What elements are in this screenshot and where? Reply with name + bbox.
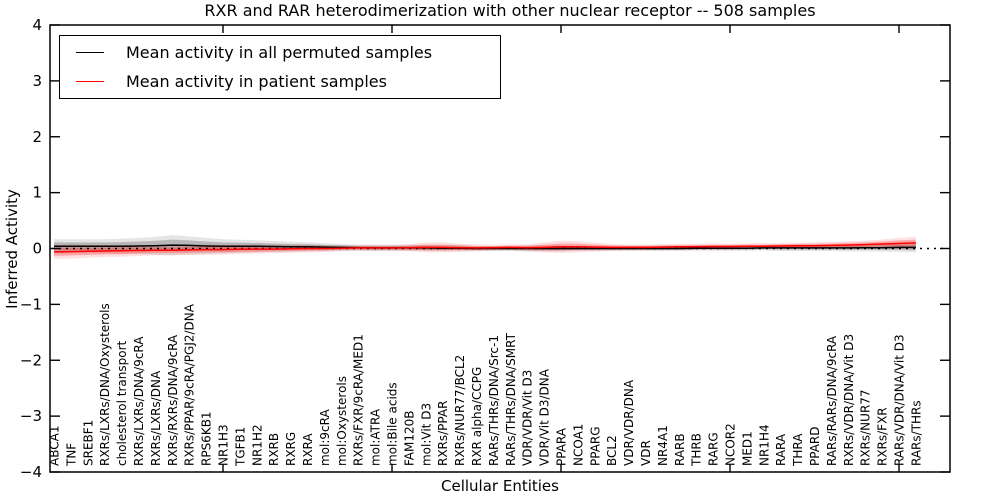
x-tick-label: THRA <box>791 433 805 467</box>
x-tick-label: VDR <box>639 440 653 466</box>
legend-label-permuted: Mean activity in all permuted samples <box>126 43 433 62</box>
legend-item-patient: Mean activity in patient samples <box>60 67 500 96</box>
x-tick-label: RARs/THRs/DNA/Src-1 <box>487 335 501 466</box>
x-tick-label: RXRG <box>284 432 298 466</box>
x-tick-label: RXRs/VDR/DNA/Vit D3 <box>842 334 856 466</box>
x-tick-label: RARs/RARs/DNA/9cRA <box>825 335 839 466</box>
permuted-line-swatch <box>76 52 104 53</box>
y-tick-label: 3 <box>32 72 42 90</box>
patient-line-swatch <box>76 81 104 82</box>
x-tick-label: MED1 <box>740 431 754 466</box>
x-tick-label: FAM120B <box>402 411 416 467</box>
y-tick-label: 0 <box>32 240 42 258</box>
x-tick-label: RXRs/NUR77/BCL2 <box>453 355 467 466</box>
x-tick-label: RXRs/FXR <box>876 407 890 466</box>
x-tick-label: cholesterol transport <box>115 340 129 466</box>
x-tick-label: PPARG <box>588 426 602 466</box>
permuted-band <box>54 235 916 256</box>
x-tick-label: RARs/VDR/DNA/Vit D3 <box>893 334 907 466</box>
x-axis-label: Cellular Entities <box>441 477 559 495</box>
x-tick-label: mol:ATRA <box>369 408 383 466</box>
x-tick-label: mol:9cRA <box>318 409 332 466</box>
x-tick-label: mol:Oxysterols <box>335 376 349 466</box>
legend-item-permuted: Mean activity in all permuted samples <box>60 38 500 67</box>
y-tick-label: 2 <box>32 128 42 146</box>
x-tick-label: ABCA1 <box>48 426 62 466</box>
x-tick-label: NR1H4 <box>757 424 771 466</box>
x-tick-label: RARs/THRs/DNA/SMRT <box>504 332 518 466</box>
legend-label-patient: Mean activity in patient samples <box>126 72 387 91</box>
x-tick-label: mol:Vit D3 <box>419 403 433 466</box>
x-tick-label: mol:Bile acids <box>386 382 400 466</box>
x-tick-label: VDR/VDR/DNA <box>622 379 636 466</box>
x-tick-label: RXRs/LXRs/DNA/Oxysterols <box>98 303 112 466</box>
y-axis-label: Inferred Activity <box>3 189 21 309</box>
y-tick-label: −2 <box>20 351 42 369</box>
x-tick-label: RXRs/FXR/9cRA/MED1 <box>352 334 366 466</box>
x-tick-label: NCOA1 <box>571 424 585 466</box>
x-tick-label: VDR/Vit D3/DNA <box>538 368 552 466</box>
x-tick-label: TNF <box>64 443 78 467</box>
x-tick-label: RARs/THRs <box>909 400 923 466</box>
x-tick-label: NR1H3 <box>217 424 231 466</box>
x-tick-label: RXR alpha/CCPG <box>470 367 484 466</box>
x-tick-label: RXRs/RXRs/DNA/9cRA <box>166 334 180 466</box>
x-tick-label: RARG <box>707 432 721 466</box>
x-tick-label: BCL2 <box>605 435 619 466</box>
x-tick-label: NR4A1 <box>656 425 670 466</box>
patient-mean-line <box>53 242 916 253</box>
legend: Mean activity in all permuted samples Me… <box>59 35 501 99</box>
y-tick-label: −1 <box>20 295 42 313</box>
y-tick-label: 1 <box>32 184 42 202</box>
x-tick-label: SREBF1 <box>81 420 95 466</box>
x-tick-label: RARA <box>774 433 788 466</box>
x-tick-label: PPARA <box>555 427 569 466</box>
x-tick-label: RARB <box>673 433 687 466</box>
x-tick-label: RXRs/NUR77 <box>859 389 873 466</box>
x-tick-label: PPARD <box>808 427 822 467</box>
y-tick-label: 4 <box>32 16 42 34</box>
x-tick-label: VDR/VDR/Vit D3 <box>521 370 535 466</box>
x-tick-label: RPS6KB1 <box>200 411 214 466</box>
x-tick-label: THRB <box>690 433 704 467</box>
y-tick-label: −3 <box>20 407 42 425</box>
x-tick-label: RXRB <box>267 433 281 466</box>
x-tick-label: TGFB1 <box>233 427 247 467</box>
x-tick-label: RXRs/LXRs/DNA <box>149 370 163 466</box>
x-tick-label: RXRs/PPAR/9cRA/PGJ2/DNA <box>183 303 197 466</box>
x-tick-label: RXRA <box>301 433 315 466</box>
x-tick-label: RXRs/LXRs/DNA/9cRA <box>132 336 146 466</box>
x-tick-label: NCOR2 <box>724 423 738 466</box>
y-tick-label: −4 <box>20 463 42 481</box>
x-tick-label: NR1H2 <box>250 424 264 466</box>
chart-title: RXR and RAR heterodimerization with othe… <box>204 1 816 20</box>
x-tick-label: RXRs/PPAR <box>436 401 450 466</box>
